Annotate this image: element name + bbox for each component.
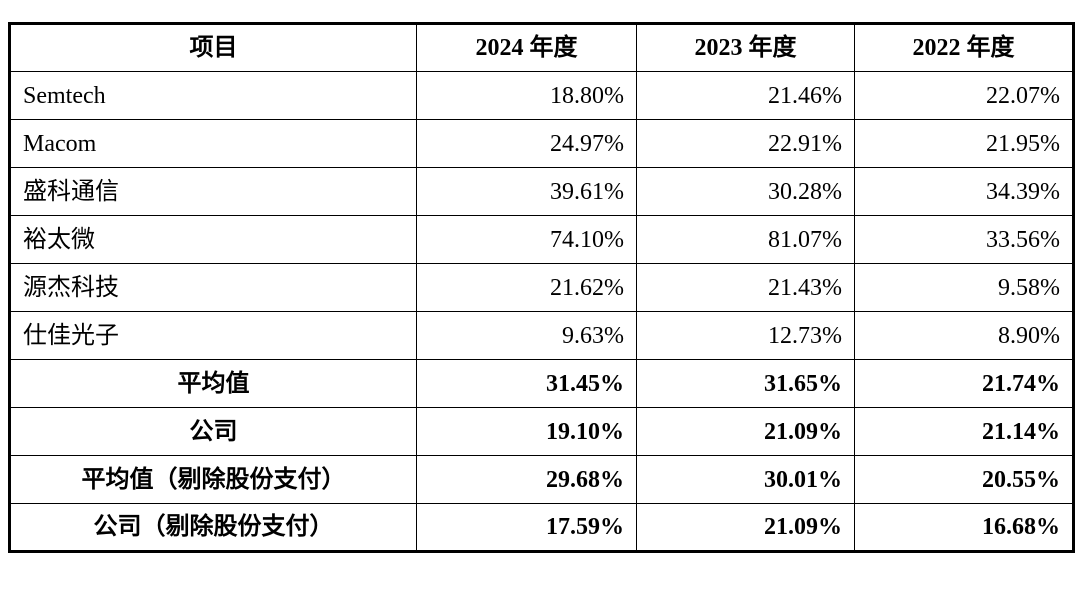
header-2024: 2024 年度 (416, 23, 637, 72)
cell-2024: 31.45% (416, 359, 637, 408)
header-item: 项目 (9, 23, 417, 72)
cell-2023: 22.91% (636, 119, 855, 168)
row-label: Macom (9, 119, 417, 168)
header-2022: 2022 年度 (854, 23, 1074, 72)
cell-2024: 74.10% (416, 215, 637, 264)
cell-2023: 31.65% (636, 359, 855, 408)
row-label: 盛科通信 (9, 167, 417, 216)
summary-label: 平均值 (9, 359, 417, 408)
row-label: 裕太微 (9, 215, 417, 264)
cell-2023: 30.28% (636, 167, 855, 216)
cell-2024: 17.59% (416, 503, 637, 552)
table-row: Semtech 18.80% 21.46% 22.07% (9, 71, 1074, 120)
summary-row: 平均值（剔除股份支付） 29.68% 30.01% 20.55% (9, 455, 1074, 504)
cell-2022: 21.14% (854, 407, 1074, 456)
cell-2022: 9.58% (854, 263, 1074, 312)
cell-2024: 18.80% (416, 71, 637, 120)
cell-2024: 29.68% (416, 455, 637, 504)
table-row: 裕太微 74.10% 81.07% 33.56% (9, 215, 1074, 264)
table-row: 源杰科技 21.62% 21.43% 9.58% (9, 263, 1074, 312)
cell-2024: 9.63% (416, 311, 637, 360)
cell-2023: 30.01% (636, 455, 855, 504)
cell-2023: 21.43% (636, 263, 855, 312)
cell-2024: 19.10% (416, 407, 637, 456)
cell-2022: 8.90% (854, 311, 1074, 360)
cell-2023: 21.46% (636, 71, 855, 120)
cell-2024: 24.97% (416, 119, 637, 168)
row-label: 源杰科技 (9, 263, 417, 312)
cell-2022: 22.07% (854, 71, 1074, 120)
summary-row: 公司（剔除股份支付） 17.59% 21.09% 16.68% (9, 503, 1074, 552)
header-2023: 2023 年度 (636, 23, 855, 72)
row-label: Semtech (9, 71, 417, 120)
summary-row: 平均值 31.45% 31.65% 21.74% (9, 359, 1074, 408)
row-label: 仕佳光子 (9, 311, 417, 360)
cell-2023: 21.09% (636, 407, 855, 456)
cell-2023: 21.09% (636, 503, 855, 552)
summary-label: 公司 (9, 407, 417, 456)
cell-2022: 34.39% (854, 167, 1074, 216)
header-row: 项目 2024 年度 2023 年度 2022 年度 (9, 23, 1074, 72)
cell-2022: 21.74% (854, 359, 1074, 408)
cell-2022: 33.56% (854, 215, 1074, 264)
cell-2022: 21.95% (854, 119, 1074, 168)
cell-2023: 12.73% (636, 311, 855, 360)
summary-row: 公司 19.10% 21.09% 21.14% (9, 407, 1074, 456)
cell-2024: 21.62% (416, 263, 637, 312)
cell-2024: 39.61% (416, 167, 637, 216)
table-row: 仕佳光子 9.63% 12.73% 8.90% (9, 311, 1074, 360)
cell-2022: 16.68% (854, 503, 1074, 552)
table-row: 盛科通信 39.61% 30.28% 34.39% (9, 167, 1074, 216)
summary-label: 平均值（剔除股份支付） (9, 455, 417, 504)
table-row: Macom 24.97% 22.91% 21.95% (9, 119, 1074, 168)
cell-2022: 20.55% (854, 455, 1074, 504)
cell-2023: 81.07% (636, 215, 855, 264)
ratio-comparison-table: 项目 2024 年度 2023 年度 2022 年度 Semtech 18.80… (8, 22, 1075, 553)
summary-label: 公司（剔除股份支付） (9, 503, 417, 552)
